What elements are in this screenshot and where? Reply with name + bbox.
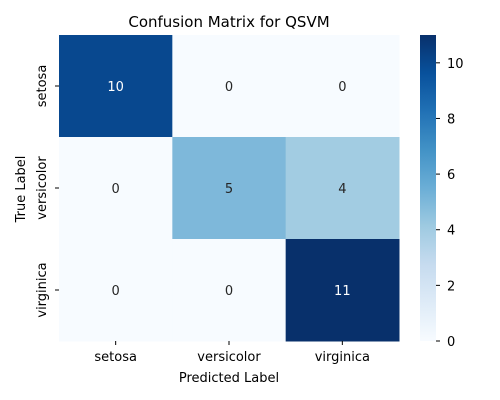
heatmap-cell xyxy=(59,137,173,240)
x-tick-label: versicolor xyxy=(197,350,261,365)
colorbar xyxy=(420,35,436,341)
heatmap-cell xyxy=(59,35,173,138)
cell-value-label: 0 xyxy=(225,80,233,95)
cell-value-label: 10 xyxy=(107,80,124,95)
heatmap-cells: 10 0 0 0 5 4 0 0 11 xyxy=(59,35,400,342)
y-tick-label: virginica xyxy=(35,262,50,317)
cell-value-label: 4 xyxy=(338,182,346,197)
x-axis-ticks: setosa versicolor virginica xyxy=(94,341,370,365)
heatmap-cell xyxy=(172,137,287,240)
y-tick-label: versicolor xyxy=(35,156,50,220)
heatmap-cell xyxy=(285,35,400,138)
chart-title: Confusion Matrix for QSVM xyxy=(128,13,329,31)
cell-value-label: 0 xyxy=(112,284,120,299)
y-axis-ticks: setosa versicolor virginica xyxy=(35,65,59,318)
y-tick-label: setosa xyxy=(35,65,50,108)
heatmap-cell xyxy=(285,137,400,240)
x-tick-label: setosa xyxy=(94,350,137,365)
colorbar-tick-label: 10 xyxy=(447,57,464,72)
colorbar-tick-label: 8 xyxy=(447,112,455,127)
heatmap-cell xyxy=(172,35,287,138)
colorbar-tick-label: 2 xyxy=(447,279,455,294)
x-axis-label: Predicted Label xyxy=(179,371,279,386)
cell-value-label: 5 xyxy=(225,182,233,197)
cell-value-label: 0 xyxy=(225,284,233,299)
colorbar-ticks: 0 2 4 6 8 10 xyxy=(436,57,464,350)
cell-value-label: 11 xyxy=(334,284,351,299)
x-tick-label: virginica xyxy=(315,350,370,365)
heatmap-cell xyxy=(59,239,173,342)
cell-value-label: 0 xyxy=(338,80,346,95)
colorbar-tick-label: 6 xyxy=(447,168,455,183)
heatmap-cell xyxy=(172,239,287,342)
colorbar-tick-label: 4 xyxy=(447,224,455,239)
colorbar-tick-label: 0 xyxy=(447,335,455,350)
y-axis-label: True Label xyxy=(14,156,29,224)
heatmap-cell xyxy=(285,239,400,342)
cell-value-label: 0 xyxy=(112,182,120,197)
